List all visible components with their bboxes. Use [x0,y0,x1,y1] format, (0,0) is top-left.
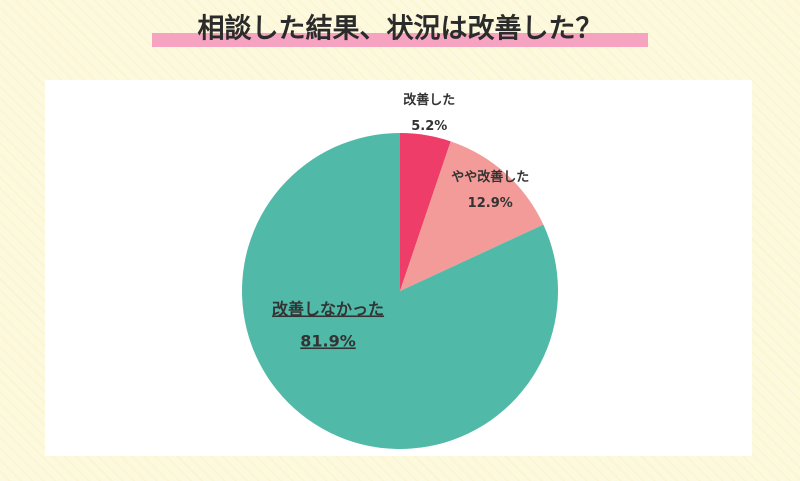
slice-value-label: 12.9% [468,196,513,211]
pie [242,133,558,450]
pie-slice [400,133,451,291]
slice-label: 改善した [403,92,455,108]
pie-slice [242,133,558,450]
slice-label: やや改善した [451,169,529,185]
pie-slice [400,141,544,291]
slice-value-label: 5.2% [411,119,447,134]
slice-value-label: 81.9% [300,331,356,350]
slice-label: 改善しなかった [272,299,384,318]
title-highlight [152,33,648,47]
chart-title: 相談した結果、状況は改善した？ [198,13,603,45]
